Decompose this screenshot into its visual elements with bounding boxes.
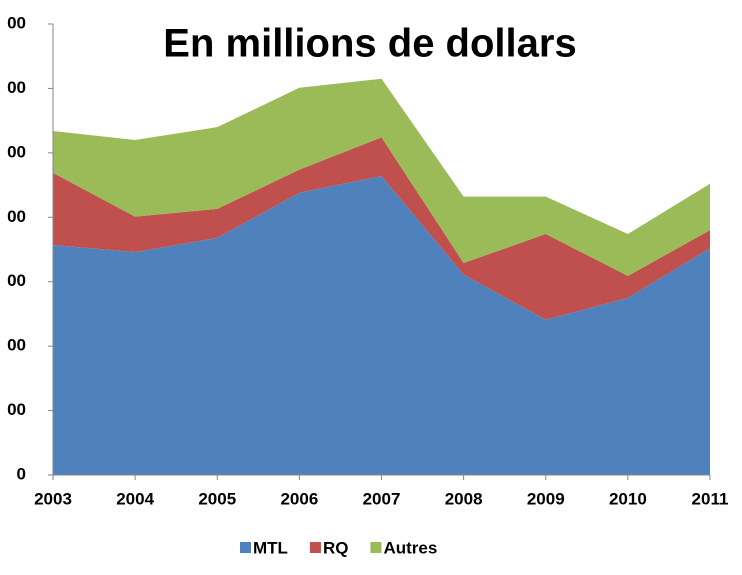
- y-tick-label: 00: [7, 336, 26, 355]
- y-tick-label: 00: [7, 78, 26, 97]
- legend-label: MTL: [253, 538, 288, 557]
- area: [53, 137, 710, 320]
- y-tick-label: 00: [7, 13, 26, 32]
- chart-title: En millions de dollars: [163, 22, 576, 66]
- y-tick-label: 00: [7, 400, 26, 419]
- x-tick-label: 2005: [198, 489, 236, 508]
- x-tick-label: 2011: [692, 489, 729, 508]
- x-tick-label: 2003: [34, 489, 72, 508]
- x-tick-label: 2006: [280, 489, 318, 508]
- legend-swatch: [309, 542, 321, 553]
- y-tick-label: 00: [7, 271, 26, 290]
- x-tick-label: 2004: [116, 489, 154, 508]
- y-tick-label: 0: [17, 464, 26, 483]
- y-tick-label: 00: [7, 207, 26, 226]
- legend-label: Autres: [383, 538, 437, 557]
- area: [53, 176, 710, 475]
- x-tick-label: 2007: [363, 489, 401, 508]
- x-tick-label: 2010: [609, 489, 647, 508]
- x-tick-label: 2008: [445, 489, 483, 508]
- legend-swatch: [370, 542, 382, 553]
- area: [53, 78, 710, 276]
- legend-label: RQ: [323, 538, 349, 557]
- legend-swatch: [240, 542, 251, 553]
- x-tick-label: 2009: [527, 489, 565, 508]
- y-tick-label: 00: [7, 142, 26, 161]
